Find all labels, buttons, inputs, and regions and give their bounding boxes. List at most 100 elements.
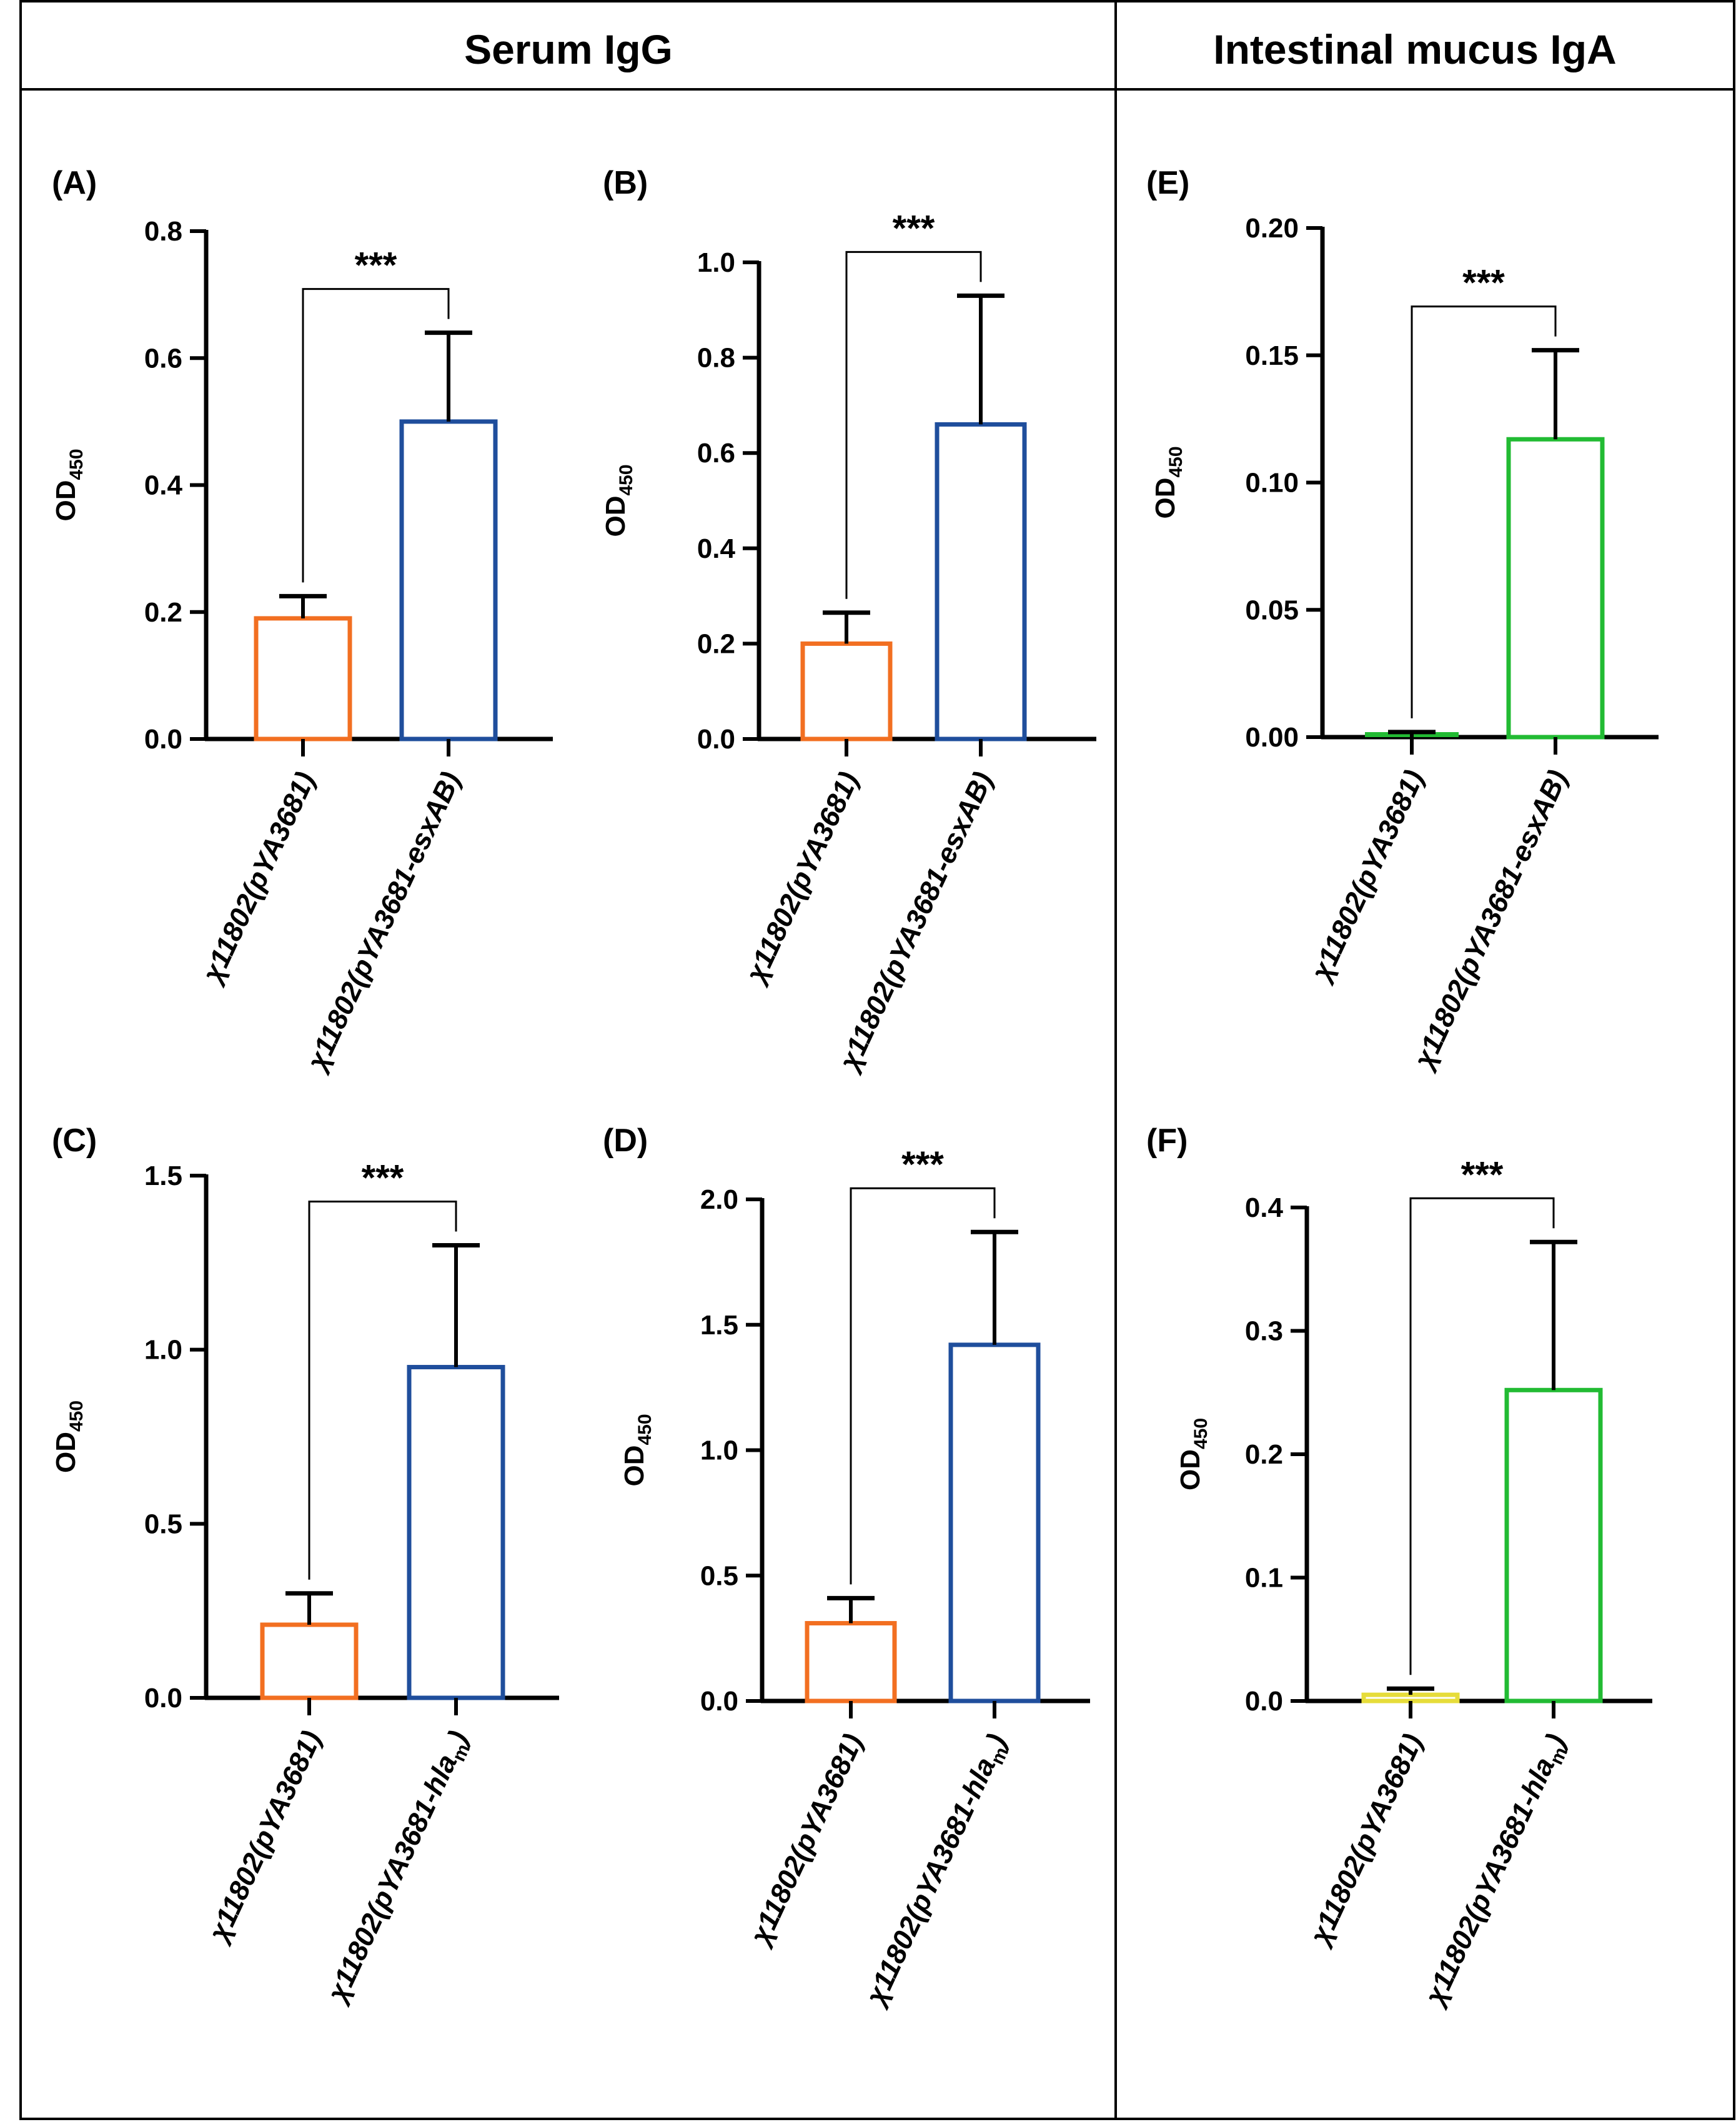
- x-tick-label-prefix: χ11802(pYA3681-: [320, 1786, 446, 2008]
- x-tick-label-prefix: χ11802(pYA3681-: [1417, 1789, 1544, 2011]
- y-tick-label: 0.4: [1245, 1192, 1284, 1223]
- significance-bracket: [302, 288, 450, 583]
- x-tick-label-prefix: χ11802(pYA3681: [738, 775, 861, 989]
- y-axis-label-sub: 450: [616, 464, 637, 495]
- x-tick-label-prefix: χ11802(pYA3681-: [858, 1789, 985, 2011]
- panel-label: (A): [52, 165, 97, 201]
- x-tick-label: χ11802(pYA3681-hlam): [1417, 1729, 1575, 2013]
- y-tick-label: 0.20: [1245, 213, 1299, 244]
- chart-panel: (E) 0.00 0.05 0.10 0.15 0.20 OD450 *** χ11802(pY…: [1146, 165, 1659, 1075]
- x-tick-label-gene: esxAB: [929, 775, 994, 868]
- x-tick-label: χ11802(pYA3681): [743, 1729, 869, 1951]
- y-axis-label: OD450: [600, 464, 637, 537]
- y-axis-label: OD450: [1175, 1418, 1211, 1490]
- y-tick-label: 1.5: [144, 1161, 182, 1191]
- y-tick-label: 2.0: [700, 1184, 738, 1215]
- y-axis-label-main: OD: [1175, 1449, 1206, 1490]
- significance-label: ***: [1462, 263, 1505, 304]
- x-tick-label-prefix: χ11802(pYA3681-: [1407, 853, 1533, 1075]
- bar: [260, 1622, 359, 1700]
- y-axis-label: OD450: [1150, 446, 1186, 518]
- y-tick-label: 0.2: [697, 628, 735, 659]
- bar: [1506, 437, 1605, 740]
- x-tick-label: χ11802(pYA3681-esxAB): [832, 767, 999, 1077]
- y-tick-label: 0.6: [697, 438, 735, 469]
- x-tick-label-prefix: χ11802(pYA3681: [201, 1734, 324, 1948]
- y-tick-label: 0.05: [1245, 595, 1299, 625]
- x-tick-label-gene: esxAB: [1504, 773, 1569, 866]
- x-tick-label: χ11802(pYA3681-esxAB): [1407, 765, 1574, 1075]
- x-tick-label: χ11802(pYA3681-esxAB): [300, 767, 467, 1077]
- y-axis-label: OD450: [619, 1414, 655, 1486]
- significance-label: ***: [901, 1144, 944, 1185]
- x-tick-label: χ11802(pYA3681): [1304, 765, 1430, 988]
- significance-bracket: [1409, 1197, 1555, 1675]
- bar: [1504, 1387, 1603, 1703]
- chart-panel: (C) 0.0 0.5 1.0 1.5 OD450 *** χ11802(pYA3681)χ1…: [51, 1123, 559, 2008]
- panel-label: (F): [1146, 1123, 1188, 1159]
- header-left-title: Serum IgG: [464, 26, 673, 72]
- y-tick-label: 0.8: [144, 216, 182, 247]
- bar: [407, 1365, 505, 1700]
- bar: [935, 422, 1027, 741]
- significance-bracket: [1411, 305, 1557, 718]
- chart-panel: (B) 0.0 0.2 0.4 0.6 0.8 1.0 OD450 *** χ11802(pYA3…: [600, 165, 1096, 1077]
- significance-label: ***: [893, 208, 935, 249]
- y-tick-label: 0.10: [1245, 468, 1299, 498]
- x-tick-label-prefix: χ11802(pYA3681: [1304, 773, 1426, 987]
- y-axis-label-sub: 450: [635, 1414, 655, 1445]
- bar: [254, 616, 352, 741]
- y-axis-label: OD450: [51, 449, 87, 521]
- y-axis-label-sub: 450: [1191, 1418, 1211, 1449]
- y-tick-label: 0.4: [144, 470, 183, 501]
- x-tick-label-prefix: χ11802(pYA3681-: [300, 855, 426, 1077]
- significance-bracket: [850, 1187, 996, 1585]
- panel-label: (B): [603, 165, 648, 201]
- y-tick-label: 0.0: [144, 1683, 182, 1713]
- x-tick-label: χ11802(pYA3681): [195, 767, 321, 989]
- y-axis-label-sub: 450: [66, 449, 87, 480]
- y-tick-label: 0.0: [697, 724, 735, 755]
- x-tick-label-gene: esxAB: [397, 775, 462, 868]
- figure-frame: [19, 0, 1735, 2120]
- y-tick-label: 0.3: [1245, 1316, 1283, 1347]
- x-tick-label: χ11802(pYA3681): [1302, 1729, 1429, 1951]
- x-tick-label: χ11802(pYA3681-hlam): [858, 1729, 1016, 2013]
- panel-label: (C): [52, 1123, 97, 1159]
- y-tick-label: 0.5: [144, 1509, 182, 1539]
- y-tick-label: 0.2: [1245, 1439, 1283, 1470]
- chart-panel: (A) 0.0 0.2 0.4 0.6 0.8 OD450 *** χ11802(pYA3681…: [51, 165, 553, 1077]
- y-tick-label: 0.4: [697, 533, 736, 564]
- bar: [805, 1621, 897, 1703]
- y-tick-label: 0.0: [144, 724, 182, 755]
- y-tick-label: 1.0: [697, 247, 735, 278]
- y-axis-label-sub: 450: [66, 1401, 87, 1432]
- y-tick-label: 0.5: [700, 1560, 738, 1591]
- x-tick-label-prefix: χ11802(pYA3681-: [832, 855, 958, 1077]
- y-tick-label: 0.6: [144, 343, 182, 374]
- y-tick-label: 1.0: [144, 1335, 182, 1366]
- header-right-title: Intestinal mucus IgA: [1213, 26, 1616, 72]
- y-axis-label-main: OD: [600, 496, 631, 537]
- y-axis-label-sub: 450: [1166, 446, 1186, 477]
- x-tick-label-prefix: χ11802(pYA3681: [743, 1737, 865, 1951]
- y-tick-label: 0.0: [1245, 1686, 1283, 1717]
- significance-label: ***: [362, 1158, 404, 1198]
- y-axis-label-main: OD: [51, 1432, 81, 1473]
- x-tick-label-prefix: χ11802(pYA3681: [195, 775, 317, 989]
- significance-bracket: [308, 1200, 457, 1580]
- bar: [800, 641, 893, 741]
- y-tick-label: 1.5: [700, 1310, 738, 1341]
- y-tick-label: 0.15: [1245, 340, 1299, 371]
- y-tick-label: 0.8: [697, 343, 735, 374]
- y-axis-label-main: OD: [1150, 478, 1181, 519]
- panel-label: (D): [603, 1123, 648, 1159]
- y-axis-label-main: OD: [51, 480, 81, 522]
- bar: [948, 1342, 1041, 1703]
- significance-bracket: [845, 250, 982, 599]
- significance-label: ***: [355, 245, 397, 286]
- y-tick-label: 0.00: [1245, 722, 1299, 753]
- y-tick-label: 0.2: [144, 597, 182, 628]
- chart-panels: (A)0.00.20.40.60.8OD450***χ11802(pYA3681…: [51, 165, 1659, 2013]
